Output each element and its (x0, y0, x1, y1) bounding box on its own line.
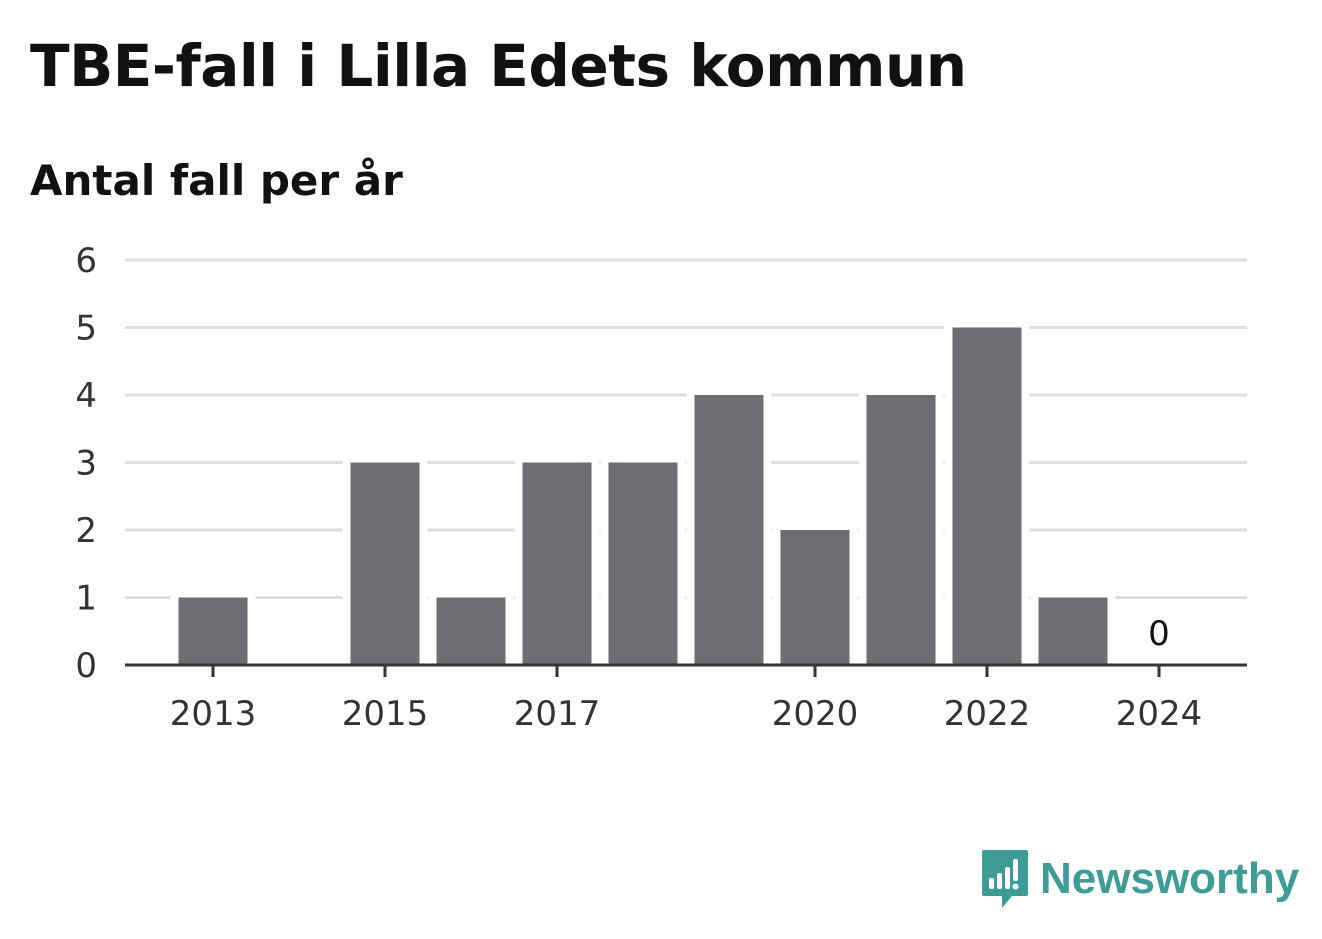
bar-2021 (866, 395, 936, 665)
x-tick-label-2024: 2024 (1116, 694, 1203, 734)
y-tick-label-2: 2 (75, 511, 97, 551)
newsworthy-logo-icon (982, 850, 1028, 908)
brand-logo: Newsworthy (980, 848, 1299, 910)
x-axis-ticks: 2013 2015 2017 2020 2022 2024 (170, 665, 1203, 734)
page-title: TBE-fall i Lilla Edets kommun (30, 32, 967, 100)
bar-2019 (694, 395, 764, 665)
y-tick-label-1: 1 (75, 579, 97, 619)
bar-2023 (1038, 597, 1108, 665)
bars (170, 325, 1116, 665)
bar-chart: 0 1 2 3 4 5 6 0 2013 2015 2017 2020 2022 2024 (75, 241, 1247, 734)
chart-subtitle: Antal fall per år (30, 156, 403, 205)
y-tick-label-0: 0 (75, 646, 97, 686)
data-labels: 0 (1148, 614, 1170, 654)
x-tick-label-2022: 2022 (944, 694, 1031, 734)
bar-2022 (952, 327, 1022, 665)
data-label-2024: 0 (1148, 614, 1170, 654)
bar-2017 (522, 462, 592, 665)
y-axis-ticks: 0 1 2 3 4 5 6 (75, 241, 97, 686)
bar-2013 (178, 597, 248, 665)
x-tick-label-2017: 2017 (514, 694, 601, 734)
bar-2016 (436, 597, 506, 665)
x-tick-label-2013: 2013 (170, 694, 257, 734)
x-tick-label-2020: 2020 (772, 694, 859, 734)
bar-2015 (350, 462, 420, 665)
grid-lines (125, 258, 1247, 599)
x-tick-label-2015: 2015 (342, 694, 429, 734)
y-tick-label-4: 4 (75, 376, 97, 416)
bar-2018 (608, 462, 678, 665)
bar-2020 (780, 530, 850, 665)
brand-name: Newsworthy (1040, 854, 1300, 903)
y-tick-label-5: 5 (75, 309, 97, 349)
y-tick-label-6: 6 (75, 241, 97, 281)
y-tick-label-3: 3 (75, 444, 97, 484)
